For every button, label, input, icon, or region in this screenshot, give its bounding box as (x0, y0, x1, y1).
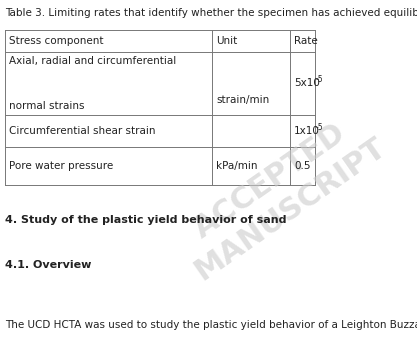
Text: 1x10: 1x10 (294, 126, 320, 136)
Text: -5: -5 (316, 75, 324, 84)
Text: Unit: Unit (216, 36, 237, 46)
Text: kPa/min: kPa/min (216, 161, 258, 171)
Text: Axial, radial and circumferential: Axial, radial and circumferential (9, 56, 176, 66)
Text: Stress component: Stress component (9, 36, 103, 46)
Text: 4. Study of the plastic yield behavior of sand: 4. Study of the plastic yield behavior o… (5, 215, 286, 225)
Text: Rate: Rate (294, 36, 318, 46)
Text: ACCEPTED
MANUSCRIPT: ACCEPTED MANUSCRIPT (169, 105, 391, 286)
Text: 0.5: 0.5 (294, 161, 311, 171)
Text: Pore water pressure: Pore water pressure (9, 161, 113, 171)
Text: Table 3. Limiting rates that identify whether the specimen has achieved equilibr: Table 3. Limiting rates that identify wh… (5, 8, 417, 18)
Text: -5: -5 (316, 122, 324, 131)
Text: strain/min: strain/min (216, 94, 269, 105)
Text: 5x10: 5x10 (294, 79, 320, 88)
Text: normal strains: normal strains (9, 101, 85, 111)
Text: Circumferential shear strain: Circumferential shear strain (9, 126, 156, 136)
Text: 4.1. Overview: 4.1. Overview (5, 260, 91, 270)
Text: The UCD HCTA was used to study the plastic yield behavior of a Leighton Buzzard : The UCD HCTA was used to study the plast… (5, 320, 417, 330)
